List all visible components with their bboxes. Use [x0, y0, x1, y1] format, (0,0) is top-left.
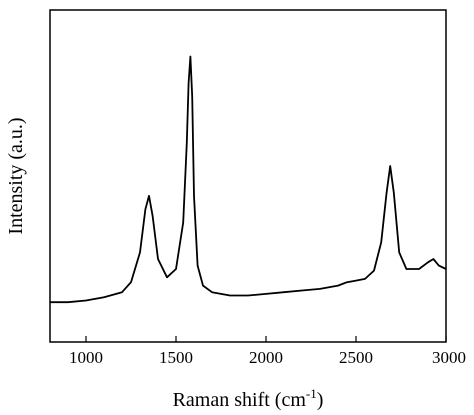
x-tick-label-2500: 2500 [339, 348, 373, 367]
plot-area: 1000 1500 2000 2500 3000 [49, 9, 466, 367]
x-tick-label-2000: 2000 [249, 348, 283, 367]
y-axis-label: Intensity (a.u.) [5, 117, 27, 234]
plot-frame [49, 9, 447, 343]
x-axis-label: Raman shift (cm-1) [173, 386, 324, 411]
x-tick-label-1500: 1500 [159, 348, 193, 367]
x-tick-label-3000: 3000 [432, 348, 466, 367]
series-line-raman-spectrum [50, 55, 447, 304]
x-tick-label-1000: 1000 [69, 348, 103, 367]
x-axis-ticks: 1000 1500 2000 2500 3000 [69, 336, 466, 367]
